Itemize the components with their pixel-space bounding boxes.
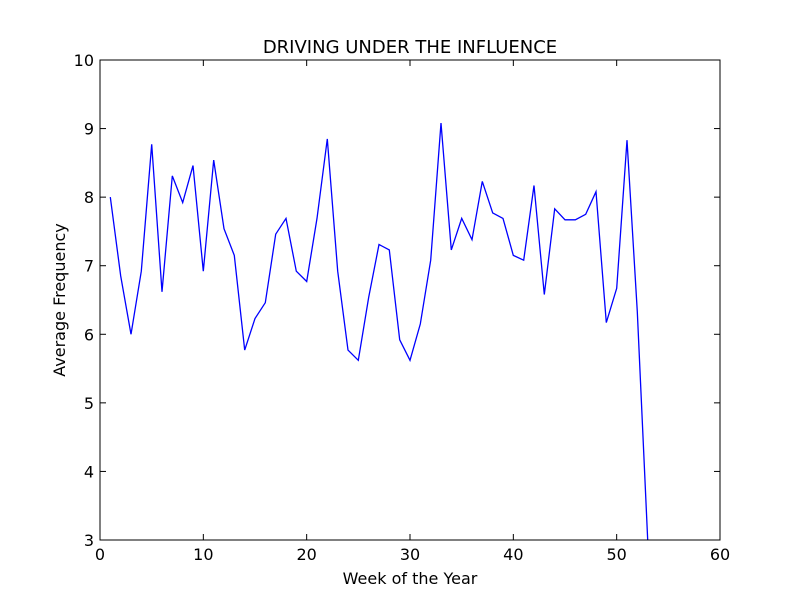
x-tick-label: 20 <box>296 545 316 564</box>
y-tick-label: 10 <box>74 51 94 70</box>
y-axis-label: Average Frequency <box>50 223 69 376</box>
x-tick-label: 60 <box>710 545 730 564</box>
y-axis: 3 4 5 6 7 8 9 10 <box>74 51 720 550</box>
y-tick-label: 7 <box>84 257 94 276</box>
x-tick-label: 50 <box>606 545 626 564</box>
y-tick-label: 4 <box>84 462 94 481</box>
plot-frame <box>99 59 721 541</box>
x-axis: 0 10 20 30 40 50 60 <box>95 60 730 564</box>
y-tick-label: 5 <box>84 394 94 413</box>
y-tick-label: 6 <box>84 325 94 344</box>
x-tick-label: 30 <box>400 545 420 564</box>
chart-title: DRIVING UNDER THE INFLUENCE <box>263 37 557 58</box>
series-line <box>109 123 649 541</box>
y-tick-label: 9 <box>84 120 94 139</box>
y-tick-label: 8 <box>84 188 94 207</box>
y-tick-label: 3 <box>84 531 94 550</box>
x-tick-label: 0 <box>95 545 105 564</box>
x-tick-label: 40 <box>503 545 523 564</box>
x-axis-label: Week of the Year <box>343 569 478 588</box>
x-tick-label: 10 <box>193 545 213 564</box>
